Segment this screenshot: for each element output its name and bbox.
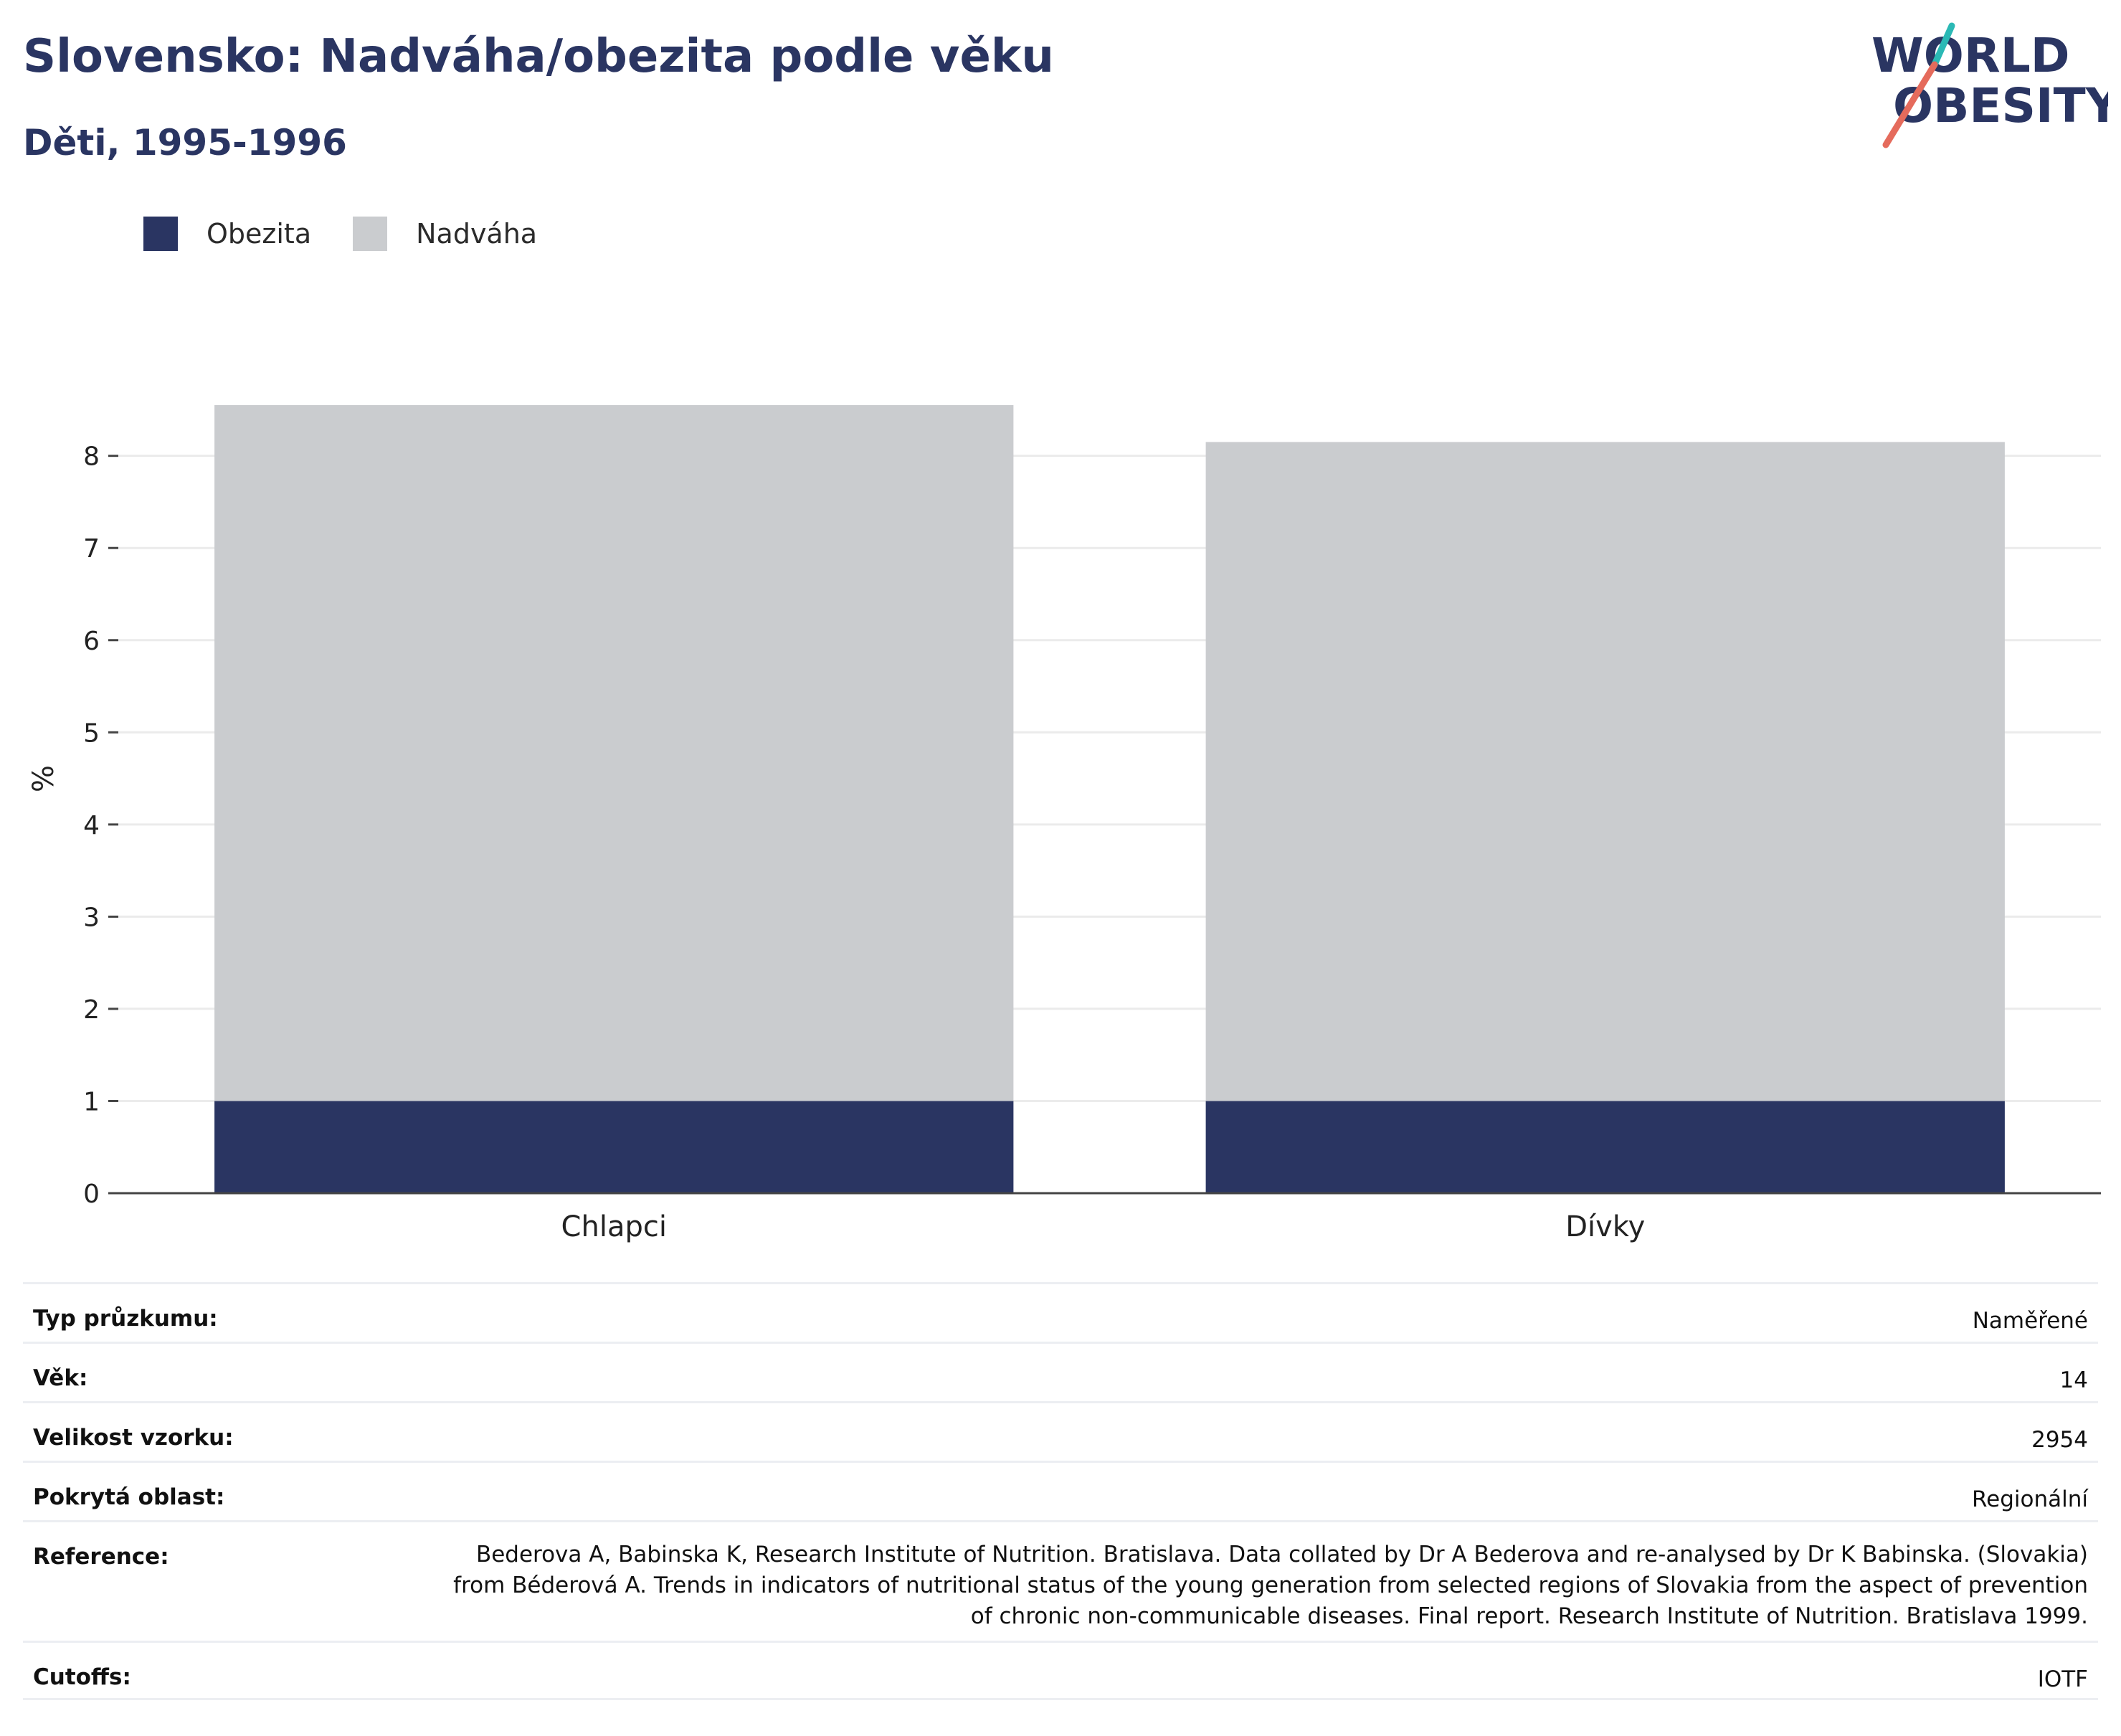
x-tick-label: Dívky bbox=[1565, 1210, 1645, 1243]
legend-item-nadvaha[interactable]: Nadváha bbox=[353, 217, 537, 251]
y-tick-label: 4 bbox=[83, 811, 100, 840]
chart-title: Slovensko: Nadváha/obezita podle věku bbox=[23, 30, 1054, 83]
info-key: Velikost vzorku: bbox=[33, 1425, 234, 1451]
info-key: Reference: bbox=[33, 1544, 169, 1570]
y-tick-label: 2 bbox=[83, 995, 100, 1025]
bar-nadváha-1 bbox=[1205, 442, 2005, 1101]
logo-text-world: WORLD bbox=[1871, 28, 2070, 83]
info-row-survey-type: Typ průzkumu: Naměřené bbox=[23, 1282, 2098, 1342]
info-value: 14 bbox=[2059, 1367, 2088, 1393]
bar-nadváha-0 bbox=[214, 404, 1014, 1101]
chart-legend: Obezita Nadváha bbox=[143, 214, 579, 254]
bar-obezita-1 bbox=[1205, 1101, 2005, 1193]
y-tick-label: 6 bbox=[83, 627, 100, 656]
y-tick-label: 7 bbox=[83, 534, 100, 564]
info-row-reference: Reference: Bederova A, Babinska K, Resea… bbox=[23, 1520, 2098, 1641]
info-row-sample-size: Velikost vzorku: 2954 bbox=[23, 1401, 2098, 1461]
logo-slash-red bbox=[1882, 61, 1938, 148]
y-tick-label: 3 bbox=[83, 903, 100, 932]
y-axis-label: % bbox=[27, 765, 60, 792]
x-tick-label: Chlapci bbox=[561, 1210, 667, 1243]
info-key: Věk: bbox=[33, 1365, 88, 1391]
y-tick-label: 8 bbox=[83, 442, 100, 472]
legend-swatch-obezita bbox=[143, 217, 178, 251]
logo-text-obesity: OBESITY bbox=[1893, 78, 2108, 133]
legend-swatch-nadvaha bbox=[353, 217, 388, 251]
info-value: Regionální bbox=[1972, 1486, 2088, 1512]
info-key: Cutoffs: bbox=[33, 1664, 131, 1690]
info-key: Typ průzkumu: bbox=[33, 1306, 218, 1332]
info-value: Naměřené bbox=[1972, 1308, 2088, 1334]
legend-label-obezita: Obezita bbox=[207, 218, 312, 250]
info-value: 2954 bbox=[2031, 1427, 2088, 1453]
info-row-age: Věk: 14 bbox=[23, 1342, 2098, 1401]
legend-item-obezita[interactable]: Obezita bbox=[143, 217, 311, 251]
bar-obezita-0 bbox=[214, 1101, 1014, 1193]
info-row-cutoffs: Cutoffs: IOTF bbox=[23, 1641, 2098, 1700]
info-value: IOTF bbox=[2037, 1666, 2088, 1692]
info-key: Pokrytá oblast: bbox=[33, 1484, 225, 1510]
y-tick-label: 5 bbox=[83, 718, 100, 748]
info-table: Typ průzkumu: Naměřené Věk: 14 Velikost … bbox=[23, 1282, 2098, 1700]
info-row-area-covered: Pokrytá oblast: Regionální bbox=[23, 1461, 2098, 1520]
stacked-bar-chart: 0 1 2 3 4 5 6 7 8% Chlapci Dívky bbox=[27, 404, 2101, 1243]
world-obesity-logo: WORLD OBESITY bbox=[1871, 22, 2108, 148]
legend-label-nadvaha: Nadváha bbox=[416, 218, 538, 250]
info-value-reference: Bederova A, Babinska K, Research Institu… bbox=[453, 1542, 2088, 1629]
y-tick-label: 0 bbox=[83, 1180, 100, 1209]
logo-slash-teal bbox=[1931, 22, 1955, 68]
y-tick-label: 1 bbox=[83, 1087, 100, 1116]
chart-subtitle: Děti, 1995-1996 bbox=[23, 122, 347, 163]
